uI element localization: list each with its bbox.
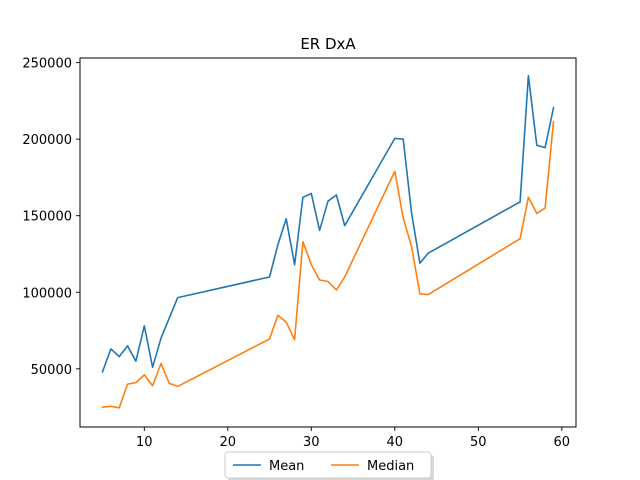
x-tick-label: 40 [387, 435, 404, 450]
x-tick-label: 10 [136, 435, 153, 450]
series-layer [101, 74, 555, 409]
y-tick-label: 200000 [22, 133, 72, 148]
y-tick-label: 100000 [22, 286, 72, 301]
x-tick-label: 50 [470, 435, 487, 450]
legend-label-median: Median [367, 459, 414, 474]
y-tick-label: 150000 [22, 210, 72, 225]
y-tick-label: 250000 [22, 57, 72, 72]
plot-area-frame [79, 57, 577, 428]
legend: Mean Median [224, 451, 434, 480]
chart-title: ER DxA [300, 35, 356, 53]
x-tick-label: 60 [554, 435, 571, 450]
series-line-mean [101, 74, 555, 373]
series-line-median [101, 120, 555, 409]
x-tick-label: 20 [220, 435, 237, 450]
axes-layer: 10 20 30 40 50 60 50000 100000 150000 200000 25000… [22, 57, 570, 450]
y-tick-label: 50000 [31, 363, 72, 378]
legend-box [224, 451, 432, 479]
x-tick-label: 30 [303, 435, 320, 450]
legend-label-mean: Mean [269, 459, 304, 474]
